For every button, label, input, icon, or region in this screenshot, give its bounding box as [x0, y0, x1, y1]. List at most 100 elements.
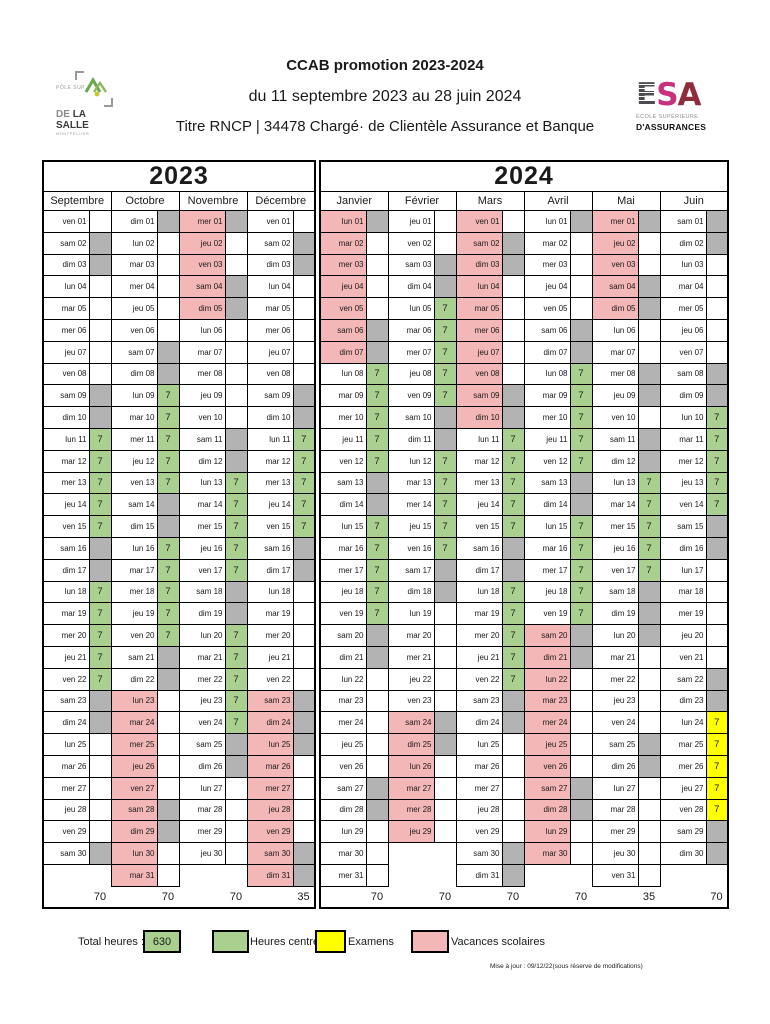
hours-cell: 7: [365, 427, 389, 451]
hours-cell: [501, 776, 525, 800]
day-cell: mer 17: [523, 558, 571, 582]
hours-cell: [365, 754, 389, 778]
day-cell: dim 21: [523, 645, 571, 669]
day-cell: dim 10: [42, 406, 90, 429]
day-cell: mar 19: [42, 602, 90, 626]
hours-cell: [501, 536, 525, 560]
hours-cell: 7: [501, 667, 525, 691]
day-cell: lun 18: [42, 580, 90, 604]
day-cell: lun 04: [246, 275, 294, 299]
month-header: Janvier: [319, 191, 389, 211]
day-cell: jeu 18: [523, 580, 571, 604]
hours-cell: 7: [433, 493, 457, 517]
day-cell: dim 31: [246, 863, 294, 887]
hours-cell: [224, 362, 248, 386]
hours-cell: [433, 624, 457, 647]
logo-pole-sup-text: PÔLE SUP: [56, 85, 86, 91]
hours-cell: [224, 210, 248, 233]
hours-cell: 7: [365, 406, 389, 429]
day-cell: jeu 09: [178, 384, 226, 408]
hours-cell: [501, 318, 525, 342]
day-cell: mar 24: [110, 711, 158, 735]
day-cell: mer 06: [455, 318, 503, 342]
hours-cell: 7: [569, 580, 593, 604]
hours-cell: [569, 820, 593, 844]
day-cell: jeu 28: [42, 798, 90, 822]
day-cell: jeu 15: [387, 515, 435, 538]
day-cell: mer 21: [387, 645, 435, 669]
hours-cell: [88, 558, 112, 582]
hours-cell: [433, 754, 457, 778]
hours-cell: 7: [224, 471, 248, 495]
day-cell: jeu 29: [387, 820, 435, 844]
hours-cell: [501, 297, 525, 320]
day-cell: mar 30: [319, 842, 367, 865]
hours-cell: [224, 776, 248, 800]
hours-cell: 7: [705, 449, 729, 473]
day-cell: sam 27: [319, 776, 367, 800]
day-cell: mer 27: [42, 776, 90, 800]
day-cell: mer 22: [178, 667, 226, 691]
day-cell: mar 05: [246, 297, 294, 320]
hours-cell: [501, 689, 525, 713]
day-cell: jeu 19: [110, 602, 158, 626]
heures-centre-swatch: [212, 930, 249, 953]
hours-cell: [88, 536, 112, 560]
hours-cell: [224, 231, 248, 255]
hours-cell: [156, 318, 180, 342]
day-cell: sam 02: [455, 231, 503, 255]
hours-cell: [705, 602, 729, 626]
day-cell: sam 25: [591, 733, 639, 756]
hours-cell: [88, 776, 112, 800]
hours-cell: 7: [224, 711, 248, 735]
hours-cell: [705, 231, 729, 255]
hours-cell: 7: [224, 536, 248, 560]
day-cell: ven 31: [591, 863, 639, 887]
hours-cell: 7: [501, 645, 525, 669]
month-header: Septembre: [42, 191, 112, 211]
hours-cell: [224, 406, 248, 429]
day-cell: lun 18: [246, 580, 294, 604]
hours-cell: [224, 733, 248, 756]
hours-cell: [637, 776, 661, 800]
hours-cell: [156, 776, 180, 800]
day-cell: dim 11: [387, 427, 435, 451]
day-cell: mar 19: [455, 602, 503, 626]
day-cell: jeu 14: [455, 493, 503, 517]
hours-cell: [292, 318, 316, 342]
hours-cell: [156, 210, 180, 233]
esa-assurances-line: D'ASSURANCES: [636, 121, 707, 132]
hours-cell: [637, 754, 661, 778]
day-cell: jeu 07: [455, 340, 503, 364]
hours-cell: 7: [705, 711, 729, 735]
day-cell: dim 12: [178, 449, 226, 473]
day-cell: sam 18: [178, 580, 226, 604]
day-cell: dim 08: [110, 362, 158, 386]
hours-cell: [705, 253, 729, 277]
hours-cell: [224, 318, 248, 342]
hours-cell: [88, 689, 112, 713]
day-cell: jeu 13: [659, 471, 707, 495]
day-cell: mer 22: [591, 667, 639, 691]
day-cell: mer 15: [178, 515, 226, 538]
day-cell: mar 04: [659, 275, 707, 299]
day-cell: mer 12: [659, 449, 707, 473]
day-cell: sam 24: [387, 711, 435, 735]
day-cell: sam 10: [387, 406, 435, 429]
hours-cell: 7: [569, 427, 593, 451]
hours-cell: [156, 667, 180, 691]
day-cell: ven 12: [319, 449, 367, 473]
hours-cell: [365, 493, 389, 517]
hours-cell: [365, 275, 389, 299]
day-cell: mar 26: [455, 754, 503, 778]
day-cell: sam 20: [319, 624, 367, 647]
hours-cell: [637, 318, 661, 342]
year-header: 2024: [319, 160, 729, 192]
hours-cell: [156, 493, 180, 517]
vacances-label: Vacances scolaires: [451, 936, 545, 948]
hours-cell: 7: [501, 515, 525, 538]
day-cell: dim 28: [319, 798, 367, 822]
hours-cell: [705, 318, 729, 342]
month-total: 35: [293, 886, 315, 909]
logo-city-text: MONTPELLIER: [56, 132, 90, 136]
